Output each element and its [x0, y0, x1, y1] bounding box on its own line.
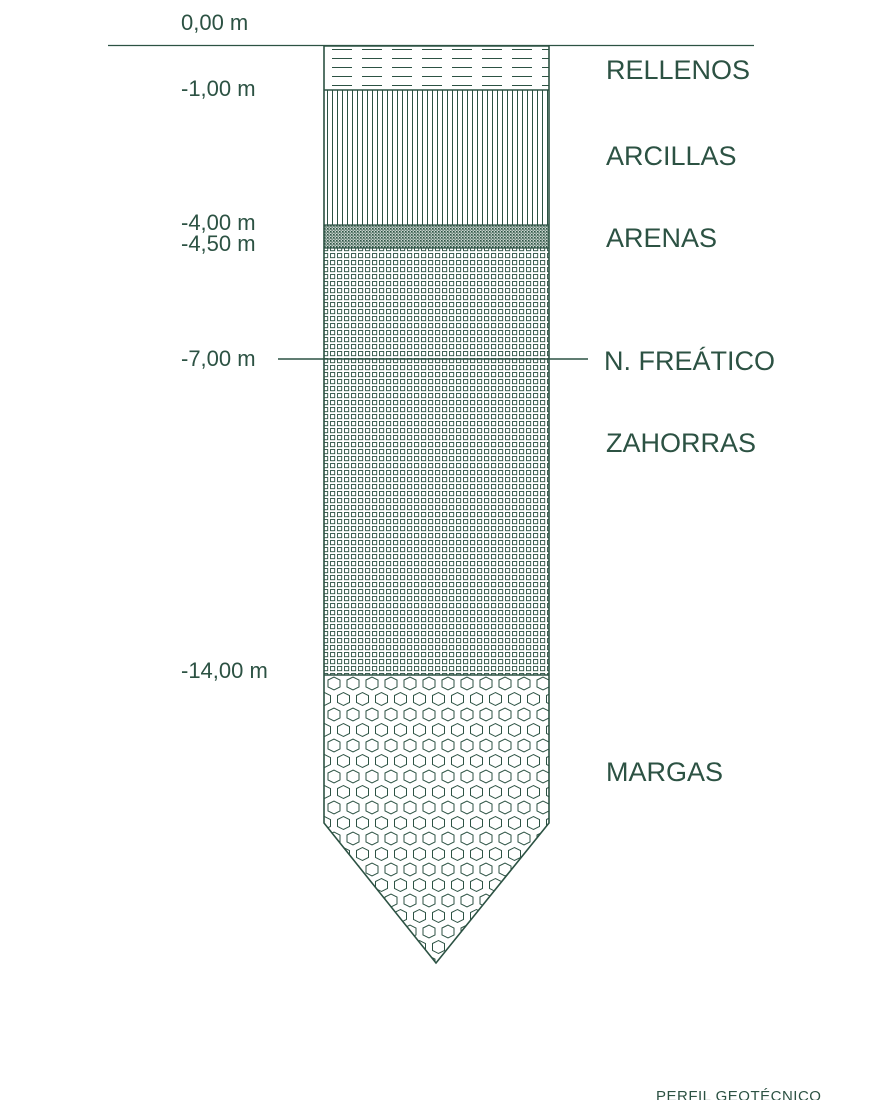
layer-label-rellenos: RELLENOS [606, 55, 750, 85]
borehole-outline [323, 45, 550, 965]
depth-label-14: -14,00 m [181, 658, 268, 683]
layer-label-zahorras: ZAHORRAS [606, 428, 756, 458]
layer-rellenos [324, 46, 549, 90]
depth-label-4: -4,00 m [181, 210, 256, 235]
layer-zahorras [324, 248, 549, 675]
layer-arcillas [324, 90, 549, 225]
depth-label-4-5: -4,50 m [181, 231, 256, 256]
diagram-caption: PERFIL GEOTÉCNICO [656, 1088, 821, 1100]
layer-arenas [324, 225, 549, 248]
layer-margas [324, 675, 549, 963]
depth-label-7: -7,00 m [181, 346, 256, 371]
layer-label-arenas: ARENAS [606, 223, 717, 253]
water-table-label: N. FREÁTICO [604, 346, 775, 376]
layer-label-arcillas: ARCILLAS [606, 141, 737, 171]
depth-label-1: -1,00 m [181, 76, 256, 101]
layer-label-margas: MARGAS [606, 757, 723, 787]
depth-label-0: 0,00 m [181, 10, 248, 35]
